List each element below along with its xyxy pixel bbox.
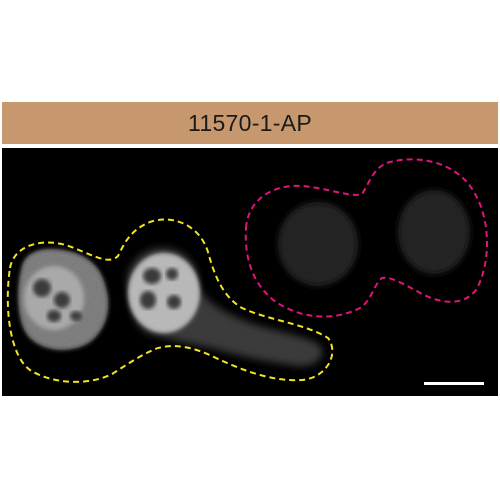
stained-cell-left	[18, 248, 109, 350]
nucleolus	[140, 291, 156, 309]
nucleolus	[33, 279, 51, 297]
stained-cells-outline	[6, 218, 334, 383]
nucleolus	[47, 310, 61, 322]
unstained-cells	[278, 190, 470, 286]
antibody-header: 11570-1-AP	[2, 102, 498, 144]
nucleolus	[167, 295, 181, 309]
nucleolus	[166, 268, 178, 280]
stained-cell-right	[127, 248, 323, 367]
nucleolus	[143, 268, 161, 284]
nucleolus	[54, 292, 70, 308]
fluorescence-micrograph	[2, 148, 498, 396]
antibody-label: 11570-1-AP	[187, 109, 313, 136]
nucleolus	[70, 311, 82, 321]
scale-bar	[424, 382, 484, 385]
micrograph-image	[2, 148, 498, 396]
